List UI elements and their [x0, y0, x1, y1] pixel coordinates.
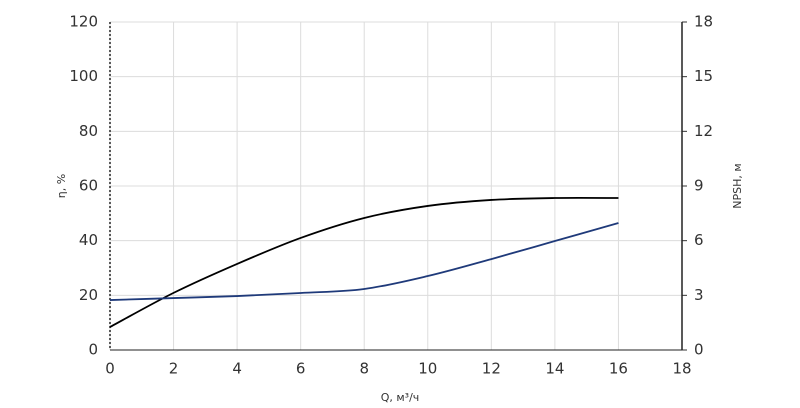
x-tick-label: 8 — [359, 360, 369, 378]
y-tick-label: 40 — [79, 231, 98, 249]
y2-tick-label: 18 — [694, 13, 713, 31]
y-axis-label: η, % — [55, 174, 68, 198]
x-tick-label: 2 — [169, 360, 179, 378]
y2-tick-label: 12 — [694, 122, 713, 140]
y2-tick-label: 6 — [694, 231, 704, 249]
y-tick-label: 100 — [69, 67, 98, 85]
y-tick-label: 0 — [88, 341, 98, 359]
y-tick-label: 60 — [79, 177, 98, 195]
x-tick-label: 6 — [296, 360, 306, 378]
x-tick-label: 12 — [482, 360, 501, 378]
y2-tick-label: 3 — [694, 286, 704, 304]
y-tick-label: 20 — [79, 286, 98, 304]
x-axis-label: Q, м³/ч — [381, 391, 420, 404]
y2-tick-label: 15 — [694, 67, 713, 85]
y2-axis-label: NPSH, м — [731, 163, 744, 208]
x-tick-label: 18 — [672, 360, 691, 378]
x-tick-label: 4 — [232, 360, 242, 378]
series-line — [109, 222, 619, 301]
x-tick-label: 14 — [545, 360, 564, 378]
y2-tick-label: 0 — [694, 341, 704, 359]
x-tick-label: 0 — [105, 360, 115, 378]
y2-tick-label: 9 — [694, 177, 704, 195]
x-tick-label: 16 — [609, 360, 628, 378]
y-tick-label: 120 — [69, 13, 98, 31]
y-tick-label: 80 — [79, 122, 98, 140]
x-tick-label: 10 — [418, 360, 437, 378]
series-line — [109, 196, 619, 328]
